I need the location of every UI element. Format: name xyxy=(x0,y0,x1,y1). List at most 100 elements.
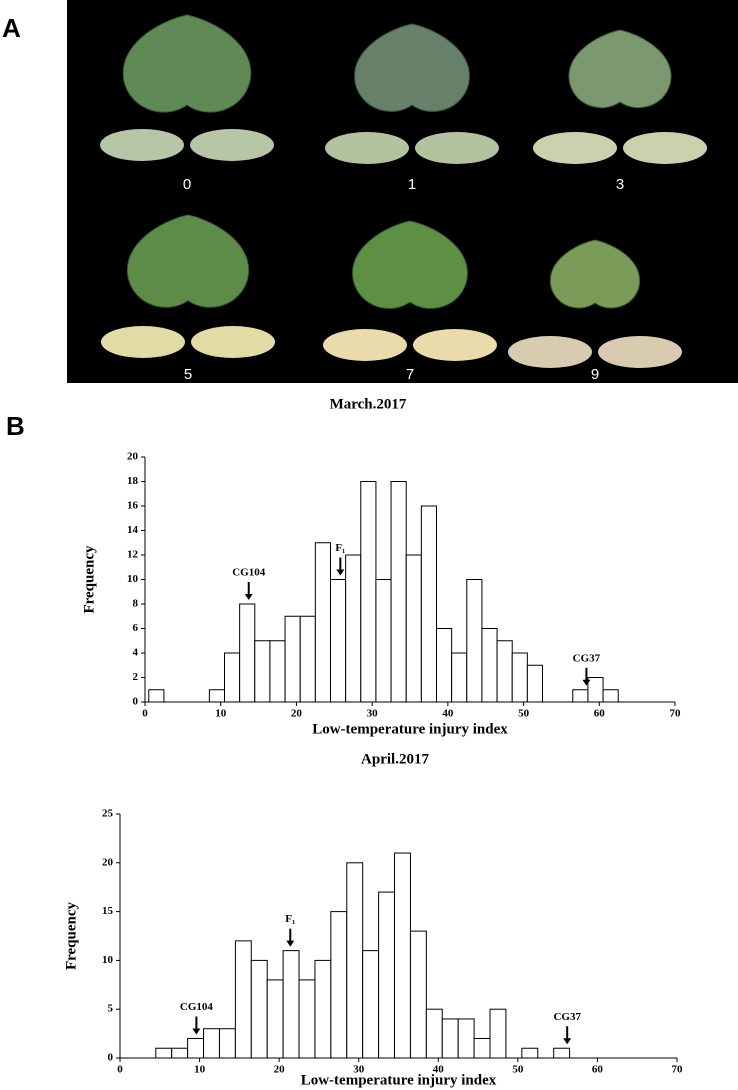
bar xyxy=(284,615,301,703)
cotyledon xyxy=(415,132,499,164)
bar xyxy=(602,689,619,703)
y-tick-label: 14 xyxy=(127,524,139,536)
bar xyxy=(218,1028,236,1059)
bar xyxy=(511,652,528,703)
leaf xyxy=(352,220,468,309)
leaf xyxy=(122,14,252,113)
bar xyxy=(239,603,256,703)
chart-title: March.2017 xyxy=(330,396,407,412)
x-tick-label: 30 xyxy=(353,1064,365,1076)
bar xyxy=(234,940,252,1059)
x-tick-label: 50 xyxy=(512,1064,524,1076)
y-tick-label: 10 xyxy=(102,954,114,966)
annotation-arrowhead xyxy=(563,1038,572,1045)
x-tick-label: 60 xyxy=(594,708,606,720)
x-tick-label: 10 xyxy=(215,708,227,720)
y-tick-label: 12 xyxy=(127,549,139,561)
annotation-arrowhead xyxy=(192,1028,201,1035)
annotation: F₁ xyxy=(335,542,345,554)
bar xyxy=(203,1028,220,1059)
annotation-arrowhead xyxy=(286,940,295,947)
annotation: CG37 xyxy=(553,1011,581,1023)
bar xyxy=(360,481,377,703)
y-tick-label: 4 xyxy=(133,647,139,659)
y-tick-label: 25 xyxy=(102,808,114,820)
y-tick-label: 0 xyxy=(108,1052,114,1064)
annotation: F₁ xyxy=(285,913,295,925)
y-tick-label: 5 xyxy=(108,1003,114,1015)
y-tick-label: 20 xyxy=(127,451,139,463)
y-tick-label: 16 xyxy=(127,500,139,512)
cotyledon xyxy=(508,336,592,368)
cotyledon xyxy=(325,132,409,164)
cotyledon xyxy=(323,329,407,361)
bar xyxy=(346,862,364,1059)
bar xyxy=(378,891,396,1059)
bar xyxy=(526,664,543,703)
x-tick-label: 70 xyxy=(672,1064,684,1076)
bar xyxy=(171,1047,189,1059)
y-tick-label: 6 xyxy=(133,622,139,634)
y-axis-label: Frequency xyxy=(63,901,79,970)
y-tick-label: 8 xyxy=(133,598,139,610)
x-tick-label: 50 xyxy=(518,708,530,720)
bar xyxy=(299,615,316,703)
bar xyxy=(208,689,226,703)
y-tick-label: 15 xyxy=(102,905,114,917)
bar xyxy=(254,640,271,703)
bar xyxy=(496,640,513,703)
y-tick-label: 2 xyxy=(133,671,139,683)
bar xyxy=(345,554,362,703)
bar xyxy=(457,1018,475,1059)
y-tick-label: 10 xyxy=(127,573,139,585)
bar xyxy=(394,852,411,1059)
cotyledon xyxy=(100,129,184,161)
annotation-arrowhead xyxy=(336,569,345,576)
bar xyxy=(250,959,268,1059)
bar xyxy=(473,1037,491,1059)
bar xyxy=(155,1047,173,1059)
grade-label: 7 xyxy=(406,366,414,383)
bar xyxy=(314,959,332,1059)
x-tick-label: 30 xyxy=(367,708,379,720)
bar xyxy=(481,628,498,703)
bar xyxy=(269,640,286,703)
bar xyxy=(330,911,348,1059)
bar xyxy=(362,950,380,1059)
bar xyxy=(266,979,284,1059)
y-tick-label: 18 xyxy=(127,475,139,487)
grade-label: 1 xyxy=(408,176,416,193)
cotyledon xyxy=(190,129,274,161)
x-tick-label: 40 xyxy=(442,708,454,720)
grade-label: 0 xyxy=(183,176,191,193)
leaf xyxy=(568,29,672,109)
cotyledon xyxy=(533,132,617,164)
x-tick-label: 0 xyxy=(142,708,148,720)
panel-label: A xyxy=(2,13,21,43)
leaf xyxy=(354,23,470,112)
annotation-arrowhead xyxy=(244,594,253,600)
grade-label: 5 xyxy=(184,366,192,383)
bar xyxy=(553,1047,571,1059)
bar xyxy=(148,689,165,703)
bar xyxy=(187,1037,205,1059)
chart-title: April.2017 xyxy=(361,751,429,767)
cotyledon xyxy=(598,336,682,368)
x-tick-label: 0 xyxy=(117,1064,123,1076)
bar xyxy=(405,554,422,703)
x-axis-label: Low-temperature injury index xyxy=(312,721,508,737)
cotyledon xyxy=(191,326,275,358)
x-tick-label: 20 xyxy=(291,708,303,720)
annotation-arrowhead xyxy=(582,679,591,686)
x-tick-label: 20 xyxy=(274,1064,286,1076)
bar xyxy=(451,652,468,703)
bar xyxy=(314,542,332,703)
x-tick-label: 40 xyxy=(433,1064,445,1076)
x-tick-label: 70 xyxy=(670,708,682,720)
bar xyxy=(587,677,604,703)
bar xyxy=(390,481,407,703)
bar xyxy=(330,579,347,703)
annotation: CG104 xyxy=(180,1001,214,1013)
bar xyxy=(282,950,300,1059)
x-tick-label: 10 xyxy=(194,1064,206,1076)
